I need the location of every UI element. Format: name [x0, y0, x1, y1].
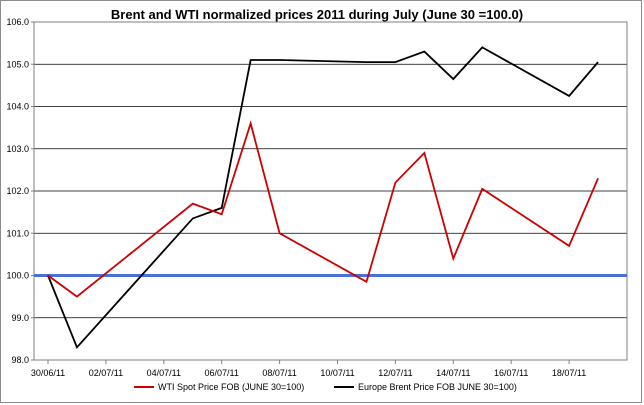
- y-tick-label: 98.0: [11, 355, 29, 365]
- y-tick-label: 106.0: [6, 17, 29, 27]
- y-tick-label: 105.0: [6, 59, 29, 69]
- x-tick-label: 18/07/11: [552, 368, 586, 378]
- y-tick-label: 104.0: [6, 102, 29, 112]
- x-tick-label: 02/07/11: [89, 368, 123, 378]
- legend: WTI Spot Price FOB (JUNE 30=100) Europe B…: [134, 382, 517, 392]
- series-line-brent: [47, 46, 599, 350]
- y-axis-tick-labels: 98.0 99.0 100.0 101.0 102.0 103.0 104.0 105.0 10…: [6, 17, 34, 365]
- x-tick-label: 16/07/11: [494, 368, 528, 378]
- legend-label: WTI Spot Price FOB (JUNE 30=100): [158, 382, 304, 392]
- y-tick-label: 100.0: [6, 271, 29, 281]
- chart-title: Brent and WTI normalized prices 2011 dur…: [111, 7, 523, 22]
- x-tick-label: 14/07/11: [436, 368, 470, 378]
- grid-layer: [34, 63, 627, 319]
- x-tick-label: 30/06/11: [31, 368, 65, 378]
- y-tick-label: 99.0: [11, 313, 29, 323]
- legend-item-wti: WTI Spot Price FOB (JUNE 30=100): [134, 382, 304, 392]
- y-tick-label: 101.0: [6, 228, 29, 238]
- series-line-wti: [47, 120, 599, 298]
- x-axis-tick-labels: 30/06/11 02/07/11 04/07/11 06/07/11 08/07/11…: [31, 360, 586, 378]
- x-tick-label: 04/07/11: [147, 368, 181, 378]
- series-layer: [47, 46, 599, 350]
- x-tick-label: 08/07/11: [262, 368, 296, 378]
- legend-item-brent: Europe Brent Price FOB JUNE 30=100): [334, 382, 517, 392]
- y-tick-label: 102.0: [6, 186, 29, 196]
- x-tick-label: 12/07/11: [378, 368, 412, 378]
- y-tick-label: 103.0: [6, 144, 29, 154]
- x-tick-label: 10/07/11: [320, 368, 354, 378]
- legend-label: Europe Brent Price FOB JUNE 30=100): [358, 382, 517, 392]
- x-tick-label: 06/07/11: [205, 368, 239, 378]
